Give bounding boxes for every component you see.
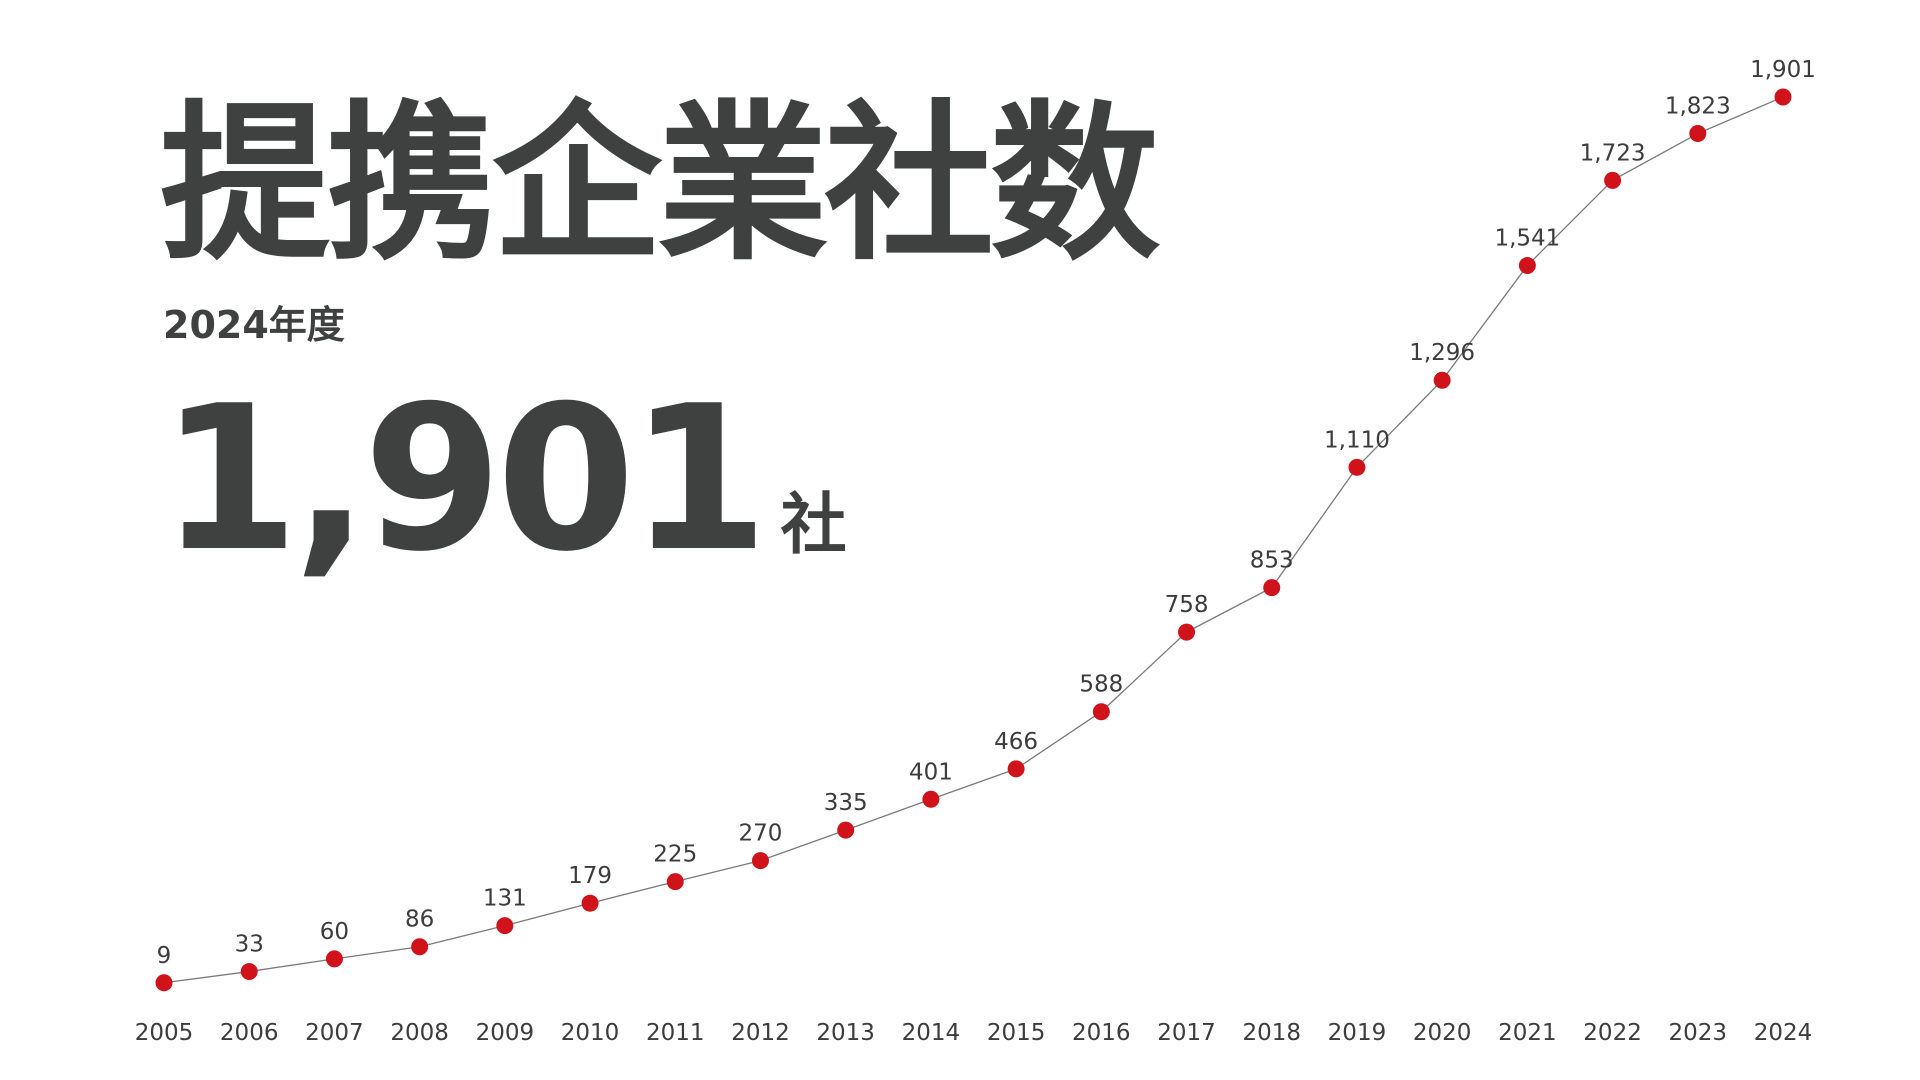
data-label: 466 [994,729,1038,755]
data-point-marker [1774,88,1792,106]
data-label: 179 [568,863,612,889]
highlight-value: 1,901 [160,363,769,596]
data-point-marker [581,894,599,912]
data-point-marker [666,873,684,891]
x-tick-label: 2015 [987,1020,1046,1046]
data-label: 1,110 [1324,427,1390,453]
marker-layer [155,88,1792,992]
series-line-segment [163,970,250,984]
data-label: 225 [653,842,697,868]
x-tick-label: 2018 [1242,1020,1301,1046]
data-label: 270 [739,821,783,847]
x-tick-label: 2012 [731,1020,790,1046]
series-line-segment [1271,466,1358,589]
data-label: 335 [824,790,868,816]
x-tick-label: 2021 [1498,1020,1557,1046]
x-tick-label: 2011 [646,1020,705,1046]
data-label: 401 [909,759,953,785]
series-line-segment [760,829,846,862]
data-label: 60 [320,919,349,945]
x-tick-label: 2023 [1669,1020,1728,1046]
data-point-marker [240,963,258,981]
data-point-marker [1263,579,1281,597]
data-label: 1,296 [1409,340,1475,366]
data-point-marker [751,852,769,870]
series-line-segment [675,859,761,883]
series-line-segment [1015,711,1102,770]
data-point-marker [496,917,514,935]
data-label: 1,541 [1494,226,1560,252]
data-point-marker [837,821,855,839]
fiscal-year-label: 2024年度 [163,303,345,347]
data-point-marker [1604,171,1622,189]
x-tick-label: 2024 [1754,1020,1813,1046]
data-label: 131 [483,886,527,912]
chart-title: 提携企業社数 [160,86,1160,284]
data-point-marker [155,974,173,992]
x-tick-label: 2017 [1157,1020,1216,1046]
data-label: 9 [157,943,172,969]
data-label: 1,823 [1665,94,1731,120]
x-tick-label: 2016 [1072,1020,1131,1046]
series-line-segment [504,902,591,927]
data-point-marker [325,950,343,968]
x-tick-label: 2010 [561,1020,620,1046]
x-axis-tick-labels: 2005 2006 2007 2008 2009 2010 2011 2012 2013 2014… [135,1020,1813,1046]
series-line-segment [1697,96,1784,135]
data-point-marker [1518,257,1536,275]
series-line-segment [334,946,420,960]
highlight-total: 1,901 社 [160,380,847,580]
x-tick-label: 2009 [476,1020,535,1046]
x-tick-label: 2019 [1328,1020,1387,1046]
data-label: 588 [1079,672,1123,698]
series-line-segment [1100,631,1187,713]
x-tick-label: 2013 [816,1020,875,1046]
series-line-layer [163,96,1784,984]
data-label: 758 [1165,592,1209,618]
series-line-segment [1186,587,1273,633]
series-line-segment [1441,265,1528,381]
series-line-segment [1612,132,1699,181]
series-line-segment [249,958,335,973]
x-tick-label: 2022 [1583,1020,1642,1046]
x-tick-label: 2005 [135,1020,194,1046]
data-point-marker [1689,125,1707,143]
highlight-unit: 社 [780,486,847,563]
x-tick-label: 2006 [220,1020,279,1046]
series-line-segment [419,925,505,948]
data-point-marker [411,938,429,956]
series-line-segment [1526,179,1614,267]
data-label: 86 [405,907,434,933]
data-point-marker [1092,703,1110,721]
series-line-segment [930,768,1017,800]
data-point-marker [1433,371,1451,389]
data-label: 1,901 [1750,57,1816,83]
data-label: 33 [235,932,264,958]
data-point-marker [1007,760,1025,778]
data-label: 1,723 [1580,140,1646,166]
x-tick-label: 2014 [902,1020,961,1046]
x-tick-label: 2007 [305,1020,364,1046]
series-line-segment [845,798,932,831]
data-label: 853 [1250,548,1294,574]
data-label-layer: 9 33 60 86 131 179 225 270 335 401 466 588 758 853 1,1… [157,57,1816,969]
series-line-segment [1356,379,1443,468]
data-point-marker [1348,458,1366,476]
x-tick-label: 2020 [1413,1020,1472,1046]
data-point-marker [1178,623,1196,641]
data-point-marker [922,790,940,808]
x-tick-label: 2008 [390,1020,449,1046]
series-line-segment [589,881,676,904]
